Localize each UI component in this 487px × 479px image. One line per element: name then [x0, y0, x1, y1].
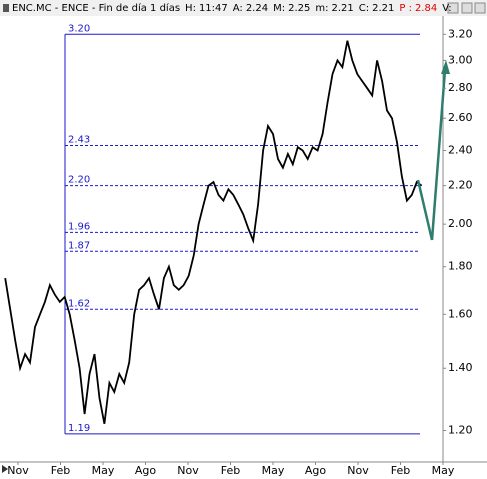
y-tick-label: 1.60 [448, 307, 473, 320]
projection-arrow [416, 179, 434, 241]
y-tick-label: 2.20 [448, 179, 473, 192]
x-tick-label: Feb [51, 464, 70, 477]
x-tick-label: Ago [135, 464, 157, 477]
y-tick-label: 2.00 [448, 217, 473, 230]
y-tick-label: 1.20 [448, 424, 473, 437]
level-label: 1.96 [68, 221, 90, 232]
level-label: 2.20 [68, 175, 90, 186]
x-tick-label: Feb [221, 464, 240, 477]
y-tick-label: 3.20 [448, 27, 473, 40]
level-label: 2.43 [68, 134, 90, 145]
header-button[interactable] [461, 2, 473, 14]
plot-area: 3.20 2.43 2.20 1.96 1.87 1.62 1.19 [4, 23, 423, 435]
level-label: 1.62 [68, 298, 90, 309]
x-tick-label: Ago [305, 464, 327, 477]
x-tick-label: Nov [7, 464, 29, 477]
x-tick-label: May [262, 464, 285, 477]
y-tick-label: 2.40 [448, 144, 473, 157]
header-field-value: 2.21 [372, 3, 394, 14]
level-label: 1.87 [68, 240, 90, 251]
x-tick-label: May [92, 464, 115, 477]
x-tick-label: Feb [391, 464, 410, 477]
header-text: ENC.MC - ENCE - Fin de día 1 días H: 11:47… [12, 2, 452, 14]
header-field-label: C: [359, 3, 369, 14]
header-field-label: M: [273, 3, 285, 14]
y-tick-label: 1.80 [448, 260, 473, 273]
header-field-label: A: [233, 3, 243, 14]
header-field-value: 2.84 [415, 3, 437, 14]
y-tick-label: 2.60 [448, 111, 473, 124]
projection-arrowhead [441, 60, 450, 74]
y-tick-label: 3.00 [448, 53, 473, 66]
header-field-value: 11:47 [199, 3, 228, 14]
level-label: 3.20 [68, 23, 90, 34]
header-field-value: 2.25 [288, 3, 310, 14]
header-field-label: H: [185, 3, 196, 14]
price-line [4, 40, 423, 424]
scroll-arrow[interactable] [2, 465, 8, 473]
projection-arrow [430, 69, 447, 241]
header-title: ENC.MC - ENCE - Fin de día 1 días [12, 2, 180, 14]
header-bar [0, 0, 487, 16]
header-icon [3, 4, 9, 12]
header-field-label: V: [442, 3, 451, 14]
header-field-value: 2.21 [331, 3, 353, 14]
x-tick-label: Nov [347, 464, 369, 477]
header-button[interactable] [474, 2, 486, 14]
header-field-label: P : [399, 3, 412, 14]
header-field-label: m: [315, 3, 328, 14]
header-field-value: 2.24 [246, 3, 268, 14]
x-tick-label: Nov [177, 464, 199, 477]
level-label: 1.19 [68, 423, 90, 434]
x-tick-label: May [432, 464, 455, 477]
y-tick-label: 1.40 [448, 361, 473, 374]
header-button[interactable] [447, 2, 459, 14]
y-tick-label: 2.80 [448, 81, 473, 94]
